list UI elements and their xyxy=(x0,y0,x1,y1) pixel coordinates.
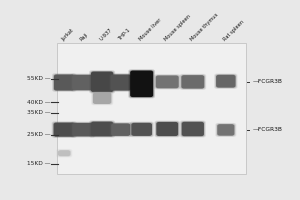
Text: THP-1: THP-1 xyxy=(117,28,131,42)
FancyBboxPatch shape xyxy=(181,75,204,89)
FancyBboxPatch shape xyxy=(56,149,72,157)
FancyBboxPatch shape xyxy=(91,72,113,92)
FancyBboxPatch shape xyxy=(156,122,178,136)
Text: —FCGR3B: —FCGR3B xyxy=(253,127,282,132)
Text: —FCGR3B: —FCGR3B xyxy=(253,79,282,84)
FancyBboxPatch shape xyxy=(216,75,236,88)
FancyBboxPatch shape xyxy=(57,150,71,157)
FancyBboxPatch shape xyxy=(72,75,94,90)
FancyBboxPatch shape xyxy=(214,74,238,89)
FancyBboxPatch shape xyxy=(110,74,132,91)
Text: Rat spleen: Rat spleen xyxy=(222,19,245,42)
FancyBboxPatch shape xyxy=(111,123,130,136)
FancyBboxPatch shape xyxy=(57,43,246,174)
FancyBboxPatch shape xyxy=(154,74,181,90)
FancyBboxPatch shape xyxy=(53,123,75,137)
FancyBboxPatch shape xyxy=(93,92,111,104)
Text: 15KD —: 15KD — xyxy=(27,161,51,166)
FancyBboxPatch shape xyxy=(216,124,236,136)
FancyBboxPatch shape xyxy=(181,121,205,137)
FancyBboxPatch shape xyxy=(215,123,236,137)
FancyBboxPatch shape xyxy=(130,122,153,137)
FancyBboxPatch shape xyxy=(110,74,131,91)
FancyBboxPatch shape xyxy=(90,71,114,93)
FancyBboxPatch shape xyxy=(54,74,75,91)
FancyBboxPatch shape xyxy=(156,75,179,88)
FancyBboxPatch shape xyxy=(109,73,133,92)
Text: Raji: Raji xyxy=(79,31,90,42)
FancyBboxPatch shape xyxy=(52,122,76,137)
FancyBboxPatch shape xyxy=(72,123,94,136)
FancyBboxPatch shape xyxy=(89,70,115,93)
Text: 55KD —: 55KD — xyxy=(27,76,51,81)
Text: Mouse thymus: Mouse thymus xyxy=(189,12,219,42)
FancyBboxPatch shape xyxy=(128,69,155,98)
FancyBboxPatch shape xyxy=(89,120,115,138)
Text: 40KD —: 40KD — xyxy=(27,100,51,105)
FancyBboxPatch shape xyxy=(52,121,77,138)
FancyBboxPatch shape xyxy=(179,74,206,90)
Text: Jurkat: Jurkat xyxy=(61,28,75,42)
FancyBboxPatch shape xyxy=(129,70,154,98)
FancyBboxPatch shape xyxy=(215,74,236,88)
FancyBboxPatch shape xyxy=(92,92,112,105)
FancyBboxPatch shape xyxy=(130,122,154,137)
FancyBboxPatch shape xyxy=(91,91,113,105)
FancyBboxPatch shape xyxy=(70,74,95,91)
FancyBboxPatch shape xyxy=(71,122,94,137)
FancyBboxPatch shape xyxy=(217,124,234,136)
FancyBboxPatch shape xyxy=(90,121,114,137)
Text: U-937: U-937 xyxy=(99,27,113,42)
Text: 35KD —: 35KD — xyxy=(27,110,51,115)
FancyBboxPatch shape xyxy=(71,74,94,91)
FancyBboxPatch shape xyxy=(154,121,180,137)
FancyBboxPatch shape xyxy=(180,121,206,137)
FancyBboxPatch shape xyxy=(70,122,95,138)
FancyBboxPatch shape xyxy=(131,123,152,136)
FancyBboxPatch shape xyxy=(130,71,153,97)
FancyBboxPatch shape xyxy=(109,122,132,137)
Text: Mouse liver: Mouse liver xyxy=(138,17,162,42)
FancyBboxPatch shape xyxy=(182,122,204,136)
Text: Mouse spleen: Mouse spleen xyxy=(164,13,192,42)
FancyBboxPatch shape xyxy=(53,74,76,91)
Text: 25KD —: 25KD — xyxy=(27,132,51,137)
FancyBboxPatch shape xyxy=(52,73,76,92)
FancyBboxPatch shape xyxy=(58,150,70,156)
FancyBboxPatch shape xyxy=(155,75,180,89)
FancyBboxPatch shape xyxy=(180,74,205,89)
FancyBboxPatch shape xyxy=(91,122,113,136)
FancyBboxPatch shape xyxy=(155,121,179,137)
FancyBboxPatch shape xyxy=(110,123,131,137)
